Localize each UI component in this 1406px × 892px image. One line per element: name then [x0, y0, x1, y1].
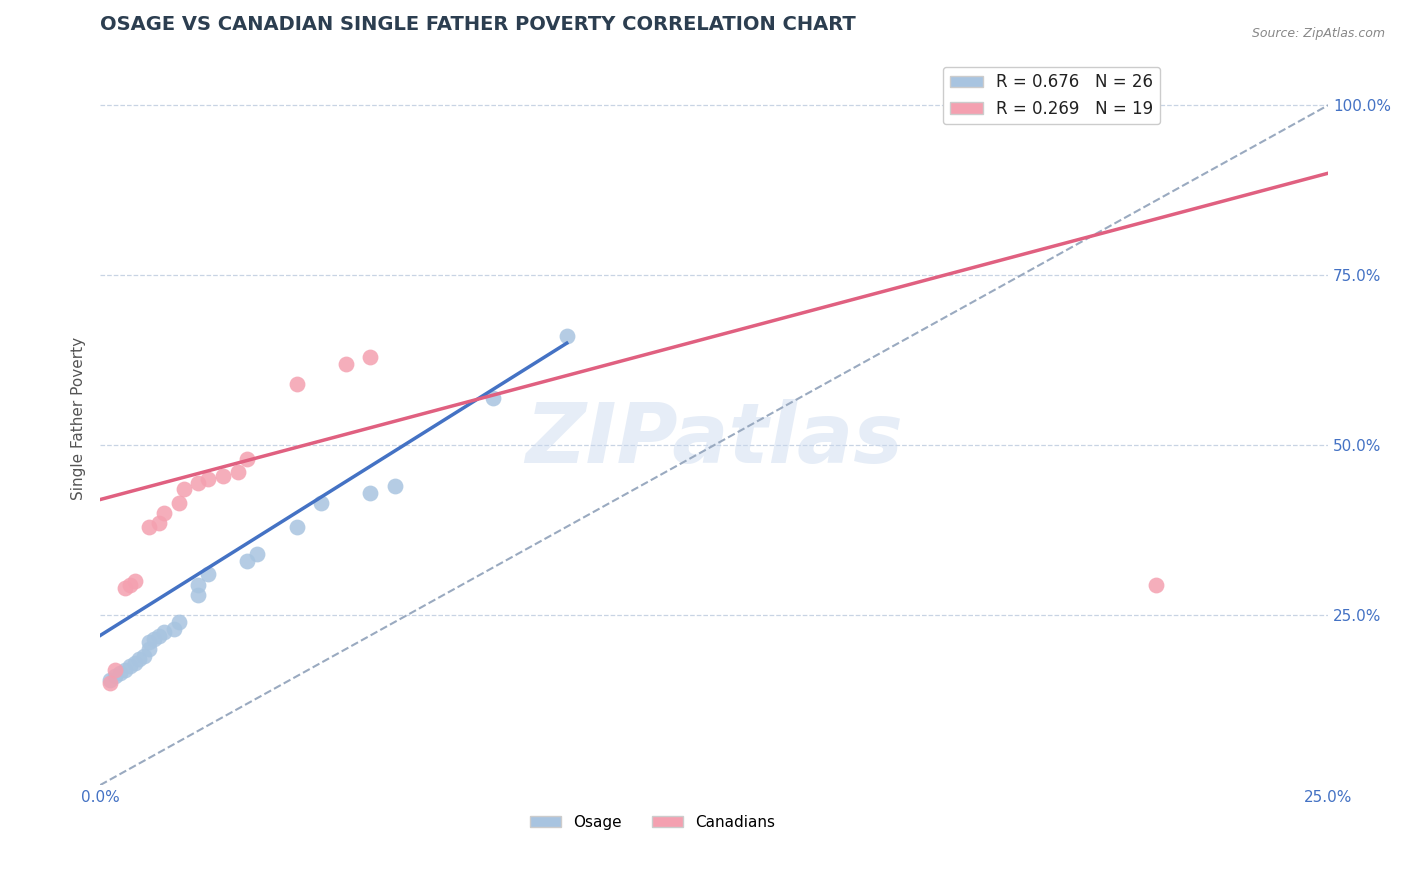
Point — [167, 496, 190, 510]
Point — [555, 329, 578, 343]
Point — [98, 676, 121, 690]
Point — [124, 574, 146, 588]
Point — [226, 466, 249, 480]
Point — [335, 357, 357, 371]
Point — [285, 376, 308, 391]
Point — [153, 625, 176, 640]
Point — [98, 673, 121, 687]
Point — [246, 547, 269, 561]
Point — [236, 451, 259, 466]
Point — [114, 663, 136, 677]
Point — [482, 391, 505, 405]
Point — [138, 642, 160, 657]
Point — [197, 567, 219, 582]
Point — [108, 665, 131, 680]
Point — [153, 506, 176, 520]
Point — [114, 581, 136, 595]
Point — [104, 669, 127, 683]
Point — [197, 472, 219, 486]
Legend: Osage, Canadians: Osage, Canadians — [524, 809, 782, 836]
Point — [187, 588, 209, 602]
Point — [212, 468, 235, 483]
Point — [134, 648, 156, 663]
Point — [167, 615, 190, 629]
Point — [173, 483, 195, 497]
Point — [359, 350, 381, 364]
Point — [124, 656, 146, 670]
Point — [118, 659, 141, 673]
Point — [148, 628, 170, 642]
Y-axis label: Single Father Poverty: Single Father Poverty — [72, 336, 86, 500]
Point — [104, 663, 127, 677]
Point — [309, 496, 332, 510]
Point — [187, 475, 209, 490]
Point — [285, 520, 308, 534]
Point — [138, 635, 160, 649]
Point — [236, 554, 259, 568]
Text: ZIPatlas: ZIPatlas — [526, 400, 903, 481]
Point — [143, 632, 166, 646]
Text: Source: ZipAtlas.com: Source: ZipAtlas.com — [1251, 27, 1385, 40]
Point — [163, 622, 186, 636]
Point — [359, 485, 381, 500]
Point — [118, 577, 141, 591]
Point — [1144, 577, 1167, 591]
Text: OSAGE VS CANADIAN SINGLE FATHER POVERTY CORRELATION CHART: OSAGE VS CANADIAN SINGLE FATHER POVERTY … — [100, 15, 856, 34]
Point — [148, 516, 170, 531]
Point — [384, 479, 406, 493]
Point — [128, 652, 150, 666]
Point — [138, 520, 160, 534]
Point — [187, 577, 209, 591]
